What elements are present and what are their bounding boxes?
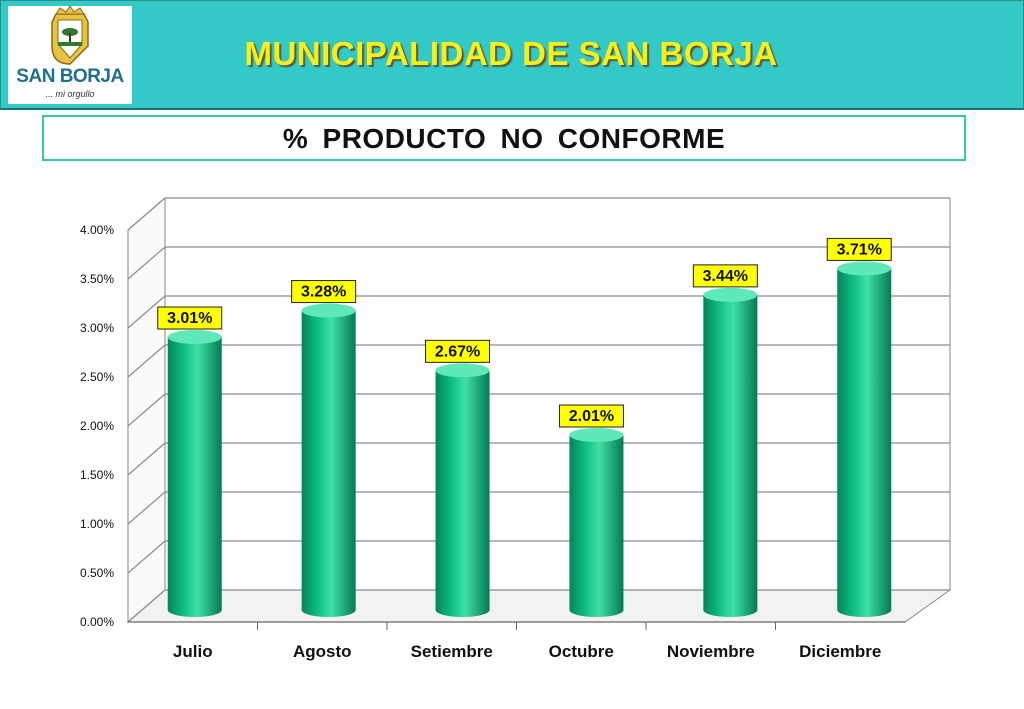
- value-label-box: [425, 339, 491, 363]
- bar-top: [167, 330, 222, 345]
- logo-wordmark: SAN BORJA: [16, 66, 124, 87]
- bar: [435, 370, 490, 617]
- chart-title-box: % PRODUCTO NO CONFORME: [42, 115, 966, 161]
- gridline: [127, 393, 950, 427]
- y-tick-label: 3.50%: [80, 272, 114, 286]
- bar: [569, 435, 624, 617]
- bar-top: [703, 287, 758, 302]
- value-label: 2.01%: [569, 408, 614, 425]
- chart-floor: [126, 589, 952, 623]
- bar-top: [301, 303, 356, 318]
- header-band: SAN BORJA ... mi orgullo MUNICIPALIDAD D…: [0, 0, 1024, 110]
- x-tick-label: Diciembre: [799, 642, 881, 661]
- value-label: 3.28%: [301, 284, 346, 301]
- gridline: [127, 344, 950, 378]
- x-tick-label: Julio: [173, 642, 213, 661]
- crest-icon: [51, 6, 89, 65]
- y-tick-label: 0.00%: [80, 615, 114, 629]
- y-tick-label: 2.00%: [80, 419, 114, 433]
- value-label: 2.67%: [435, 343, 480, 360]
- bar-top: [569, 428, 624, 443]
- logo-tagline: ... mi orgullo: [45, 89, 95, 99]
- y-tick-label: 1.50%: [80, 468, 114, 482]
- x-tick-label: Agosto: [293, 642, 352, 661]
- value-label-box: [692, 264, 758, 288]
- x-tick-label: Setiembre: [411, 642, 493, 661]
- gridline: [127, 491, 950, 525]
- page-title: MUNICIPALIDAD DE SAN BORJA: [244, 35, 778, 72]
- gridline: [127, 442, 950, 476]
- x-tick-label: Noviembre: [667, 642, 755, 661]
- bar: [301, 310, 356, 617]
- x-tick-label: Octubre: [549, 642, 614, 661]
- gridline: [127, 295, 950, 329]
- value-label-box: [157, 306, 223, 330]
- bar: [837, 268, 892, 617]
- y-tick-label: 2.50%: [80, 370, 114, 384]
- gridline: [127, 540, 950, 574]
- gridline: [127, 246, 950, 280]
- gridline: [127, 589, 950, 623]
- y-tick-label: 0.50%: [80, 566, 114, 580]
- value-label-box: [826, 237, 892, 261]
- value-label: 3.01%: [167, 310, 212, 327]
- y-tick-label: 3.00%: [80, 321, 114, 335]
- value-label-box: [558, 404, 624, 428]
- bar-top: [435, 363, 490, 378]
- chart-title: % PRODUCTO NO CONFORME: [282, 123, 726, 154]
- y-tick-label: 4.00%: [80, 223, 114, 237]
- gridline: [127, 197, 950, 231]
- value-label: 3.71%: [837, 241, 882, 258]
- value-label-box: [291, 280, 357, 304]
- bar: [703, 294, 758, 617]
- bar-top: [837, 261, 892, 276]
- value-label: 3.44%: [703, 268, 748, 285]
- y-tick-label: 1.00%: [80, 517, 114, 531]
- logo: SAN BORJA ... mi orgullo: [8, 6, 132, 104]
- bar: [167, 337, 222, 617]
